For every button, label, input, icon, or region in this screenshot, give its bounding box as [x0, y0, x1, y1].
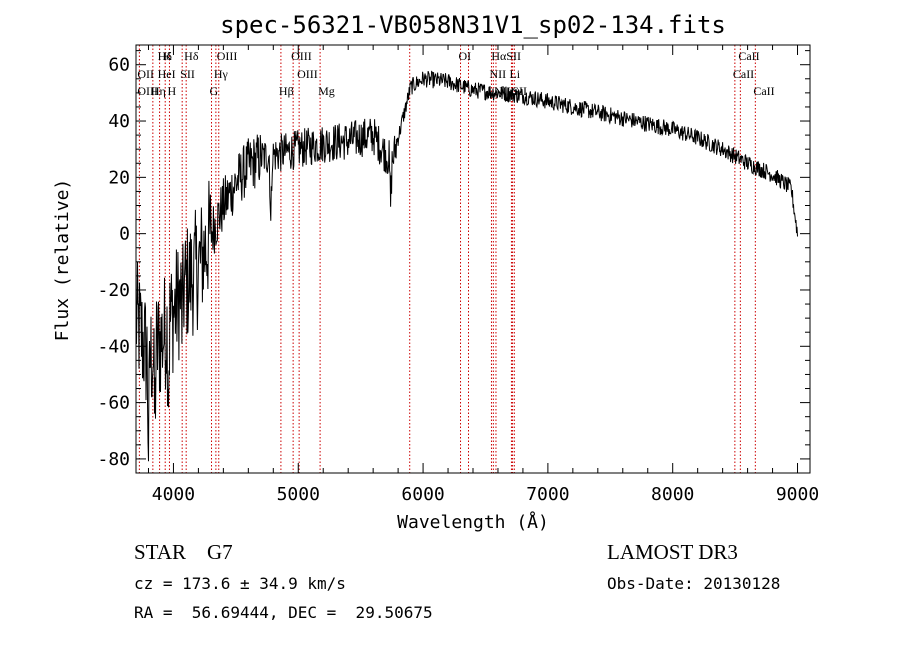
y-axis-label: Flux (relative): [52, 179, 73, 342]
line-label: OII: [137, 67, 154, 81]
obs-date: Obs-Date: 20130128: [607, 574, 781, 593]
y-tick-label: -20: [97, 280, 130, 301]
y-tick-label: -40: [97, 336, 130, 357]
line-label: K: [163, 49, 172, 63]
axis-ticks: 4000 5000 6000 7000 8000 9000 -80 -60 -40 -20 0 20 4…: [97, 45, 819, 505]
x-tick-label: 5000: [277, 484, 320, 505]
ra-dec-coords: RA = 56.69444, DEC = 29.50675: [134, 603, 433, 622]
line-label: OI: [459, 49, 472, 63]
line-label: Hγ: [214, 67, 229, 81]
star-class-label: STAR G7: [134, 540, 233, 564]
line-label: NII: [489, 67, 506, 81]
y-tick-label: 20: [108, 167, 130, 188]
line-label: CaII: [753, 84, 774, 98]
line-label: HαSII: [491, 49, 521, 63]
y-tick-label: 0: [119, 224, 130, 245]
line-label: Mg: [318, 84, 335, 98]
line-label: OIII: [291, 49, 312, 63]
line-label: CaII: [738, 49, 759, 63]
plot-frame: [135, 44, 811, 474]
y-tick-label: 60: [108, 55, 130, 76]
spectrum-series: [135, 70, 798, 462]
line-label: G: [210, 84, 219, 98]
line-label: OIII: [297, 67, 318, 81]
line-label: H: [167, 84, 176, 98]
line-label: OIII: [217, 49, 238, 63]
spectrum-line: [135, 70, 798, 462]
line-label: SII: [180, 67, 195, 81]
x-tick-label: 4000: [152, 484, 195, 505]
line-label: Hη: [151, 84, 166, 98]
y-tick-label: 40: [108, 111, 130, 132]
line-label: HeI: [158, 67, 176, 81]
redshift-cz: cz = 173.6 ± 34.9 km/s: [134, 574, 346, 593]
chart-title: spec-56321-VB058N31V1_sp02-134.fits: [220, 11, 726, 39]
x-tick-label: 6000: [401, 484, 444, 505]
line-label: Li: [509, 67, 520, 81]
line-label: Hδ: [158, 49, 173, 63]
x-axis-label: Wavelength (Å): [397, 511, 549, 533]
x-tick-label: 9000: [776, 484, 819, 505]
line-label: CaII: [733, 67, 754, 81]
line-label: Hβ: [279, 84, 294, 98]
line-label: Hδ: [184, 49, 199, 63]
y-tick-label: -80: [97, 449, 130, 470]
y-tick-label: -60: [97, 393, 130, 414]
line-label: OIII: [137, 84, 158, 98]
x-tick-label: 7000: [526, 484, 569, 505]
survey-label: LAMOST DR3: [607, 540, 738, 564]
x-tick-label: 8000: [651, 484, 694, 505]
